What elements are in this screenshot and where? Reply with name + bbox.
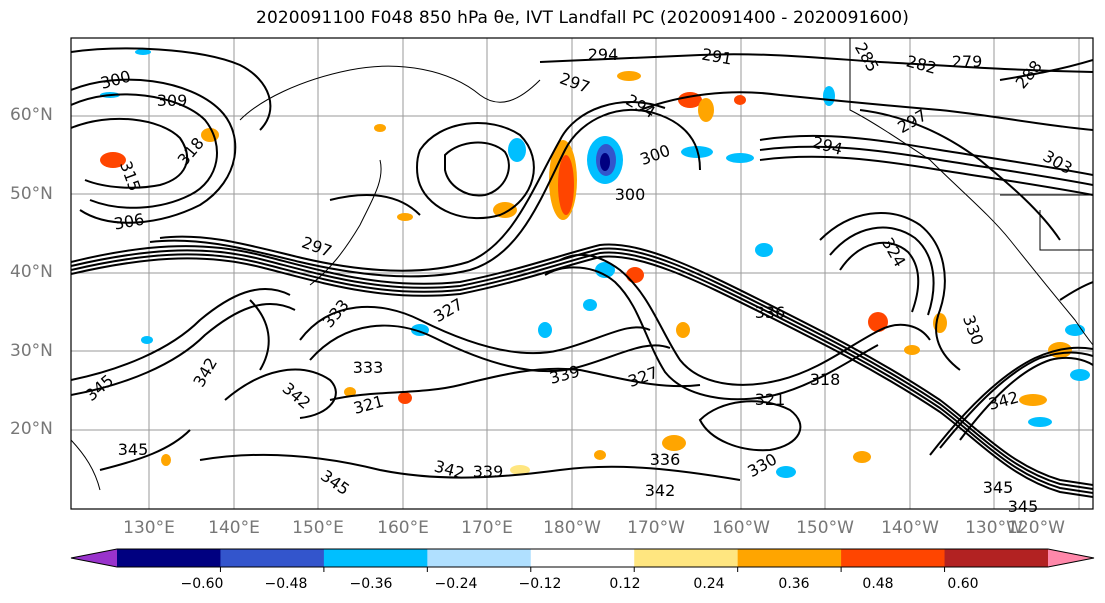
contour-label: 279 bbox=[952, 52, 983, 71]
contour-label: 333 bbox=[353, 358, 384, 377]
lat-label: 40°N bbox=[10, 262, 53, 282]
lon-label: 130°E bbox=[123, 518, 175, 538]
colorbar-outline bbox=[70, 548, 1095, 568]
contour-label: 336 bbox=[650, 450, 681, 469]
coastlines bbox=[71, 38, 1093, 491]
theta-e-contours bbox=[71, 47, 1093, 498]
colorbar-segment bbox=[841, 549, 946, 567]
colorbar-segment bbox=[944, 549, 1049, 567]
lon-label: 140°E bbox=[208, 518, 260, 538]
lon-label: 150°W bbox=[796, 518, 854, 538]
colorbar bbox=[70, 548, 1095, 572]
contour-label: 342 bbox=[645, 481, 676, 500]
colorbar-extend-max bbox=[1048, 549, 1094, 567]
colorbar-segment bbox=[634, 549, 739, 567]
colorbar-tick-label: 0.24 bbox=[693, 576, 725, 592]
lon-label: 180°W bbox=[543, 518, 601, 538]
colorbar-tick-label: −0.24 bbox=[434, 576, 478, 592]
lat-label: 30°N bbox=[10, 341, 53, 361]
colorbar-tick-label: 0.36 bbox=[778, 576, 810, 592]
colorbar-segment bbox=[220, 549, 325, 567]
colorbar-segment bbox=[427, 549, 532, 567]
lat-label: 60°N bbox=[10, 105, 53, 125]
plot-frame bbox=[70, 37, 1094, 510]
map-title: 2020091100 F048 850 hPa θe, IVT Landfall… bbox=[256, 8, 909, 28]
lon-label: 170°W bbox=[627, 518, 685, 538]
colorbar-extend-min bbox=[71, 549, 117, 567]
contour-label: 318 bbox=[810, 370, 841, 389]
contour-label: 345 bbox=[118, 440, 149, 459]
colorbar-segment bbox=[323, 549, 428, 567]
colorbar-tick-label: −0.60 bbox=[180, 576, 224, 592]
colorbar-segment bbox=[737, 549, 842, 567]
contour-label: 339 bbox=[473, 462, 504, 481]
lon-label: 150°E bbox=[292, 518, 344, 538]
contour-label: 321 bbox=[755, 390, 786, 409]
colorbar-segment bbox=[530, 549, 635, 567]
colorbar-tick-label: −0.36 bbox=[349, 576, 393, 592]
lon-label: 160°E bbox=[377, 518, 429, 538]
colorbar-tick-label: 0.60 bbox=[947, 576, 979, 592]
lon-label: 130°W bbox=[965, 518, 1023, 538]
colorbar-tick-label: 0.48 bbox=[862, 576, 894, 592]
contour-label: 300 bbox=[615, 185, 646, 204]
lat-label: 50°N bbox=[10, 184, 53, 204]
contour-label: 309 bbox=[157, 91, 188, 110]
lon-label: 120°W bbox=[1007, 518, 1065, 538]
lon-label: 170°E bbox=[461, 518, 513, 538]
lon-label: 160°W bbox=[712, 518, 770, 538]
colorbar-tick-label: 0.12 bbox=[609, 576, 641, 592]
contour-label: 336 bbox=[755, 303, 786, 322]
contour-label: 345 bbox=[1008, 497, 1039, 516]
colorbar-segment bbox=[117, 549, 221, 567]
colorbar-tick-label: −0.48 bbox=[264, 576, 308, 592]
contour-label: 345 bbox=[983, 478, 1014, 497]
lat-label: 20°N bbox=[10, 419, 53, 439]
contour-label: 294 bbox=[588, 45, 619, 64]
lon-label: 140°W bbox=[881, 518, 939, 538]
colorbar-tick-label: −0.12 bbox=[518, 576, 562, 592]
